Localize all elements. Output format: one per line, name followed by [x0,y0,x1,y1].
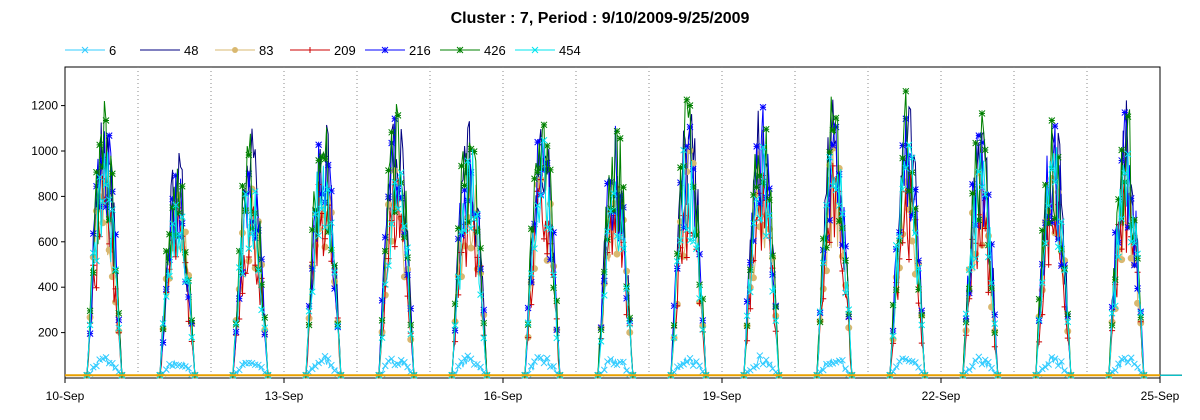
chart-title: Cluster : 7, Period : 9/10/2009-9/25/200… [450,10,750,27]
legend-label-48: 48 [184,42,199,58]
legend-swatch-209 [290,47,330,53]
legend-swatch-426 [440,46,480,54]
legend-swatch-6 [65,46,105,54]
legend-label-454: 454 [559,42,581,58]
point-83-26 [235,285,243,293]
point-83-8 [108,273,116,281]
legend-label-426: 426 [484,42,506,58]
legend-label-83: 83 [259,42,274,58]
legend-item-83: 83 [215,41,273,59]
legend-item-216: 216 [365,41,431,59]
legend-item-6: 6 [65,41,116,59]
x-tick-label-10: 10-Sep [46,389,85,403]
point-83-175 [1127,254,1135,262]
y-tick-label-1200: 1200 [31,99,58,113]
legend-swatch-454 [515,46,555,54]
x-tick-label-25: 25-Sep [1141,389,1180,403]
point-83-90 [613,250,621,258]
x-tick-label-13: 13-Sep [265,389,304,403]
legend-item-454: 454 [515,41,581,59]
point-83-75 [530,265,538,273]
legend-item-48: 48 [140,41,198,59]
y-tick-label-800: 800 [38,189,58,203]
point-83-101 [683,168,691,176]
legend-swatch-83 [215,47,255,53]
point-83-66 [467,244,475,252]
x-tick-label-22: 22-Sep [922,389,961,403]
y-tick-label-400: 400 [38,280,58,294]
legend-swatch-48 [140,49,180,51]
legend-label-6: 6 [109,42,117,58]
point-83-139 [908,237,916,245]
y-tick-label-200: 200 [38,326,58,340]
legend-label-209: 209 [334,42,356,58]
legend-item-426: 426 [440,41,506,59]
series-6 [83,352,1182,379]
point-83-27 [238,229,246,237]
legend-swatch-216 [365,46,405,54]
legend-item-209: 209 [290,41,356,59]
legend-label-216: 216 [409,42,431,58]
x-tick-label-19: 19-Sep [703,389,742,403]
y-tick-label-600: 600 [38,235,58,249]
series-line-426 [86,91,1182,376]
y-tick-label-1000: 1000 [31,144,58,158]
point-83-111 [749,274,757,282]
x-tick-label-16: 16-Sep [484,389,523,403]
